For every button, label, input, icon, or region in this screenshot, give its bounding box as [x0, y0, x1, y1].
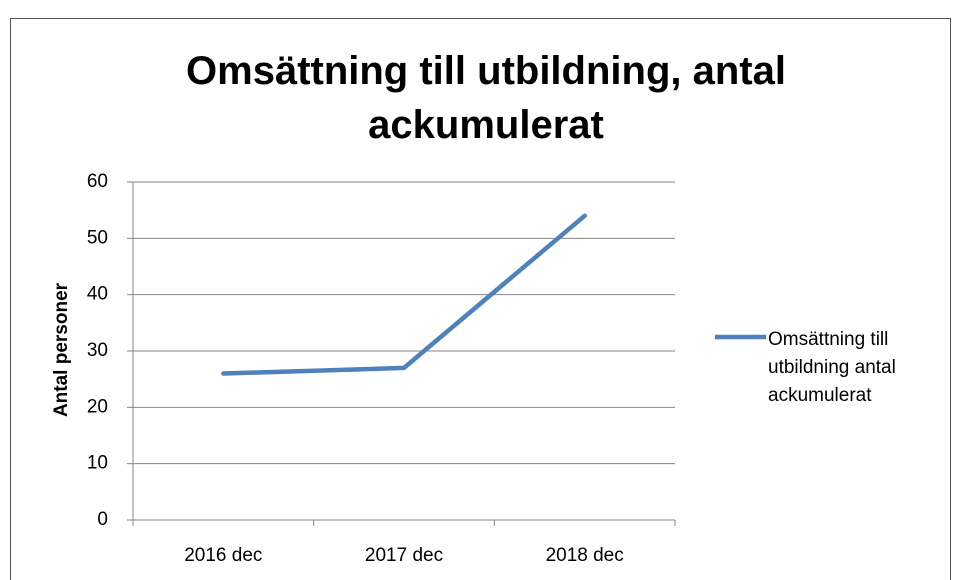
series-line	[221, 213, 587, 376]
legend-label: Omsättning till utbildning antal ackumuler…	[768, 329, 896, 406]
chart-border	[10, 18, 951, 580]
x-tick-label: 2016 dec	[184, 545, 262, 566]
y-tick-label: 0	[97, 509, 108, 530]
x-tick-label: 2018 dec	[546, 545, 624, 566]
y-tick-label: 30	[87, 340, 108, 361]
chart-title: Omsättning till utbildning, antal ackumul…	[186, 49, 786, 147]
y-tick-label: 40	[87, 284, 108, 305]
x-tick-label: 2017 dec	[365, 545, 443, 566]
y-tick-label: 60	[87, 171, 108, 192]
y-axis-label: Antal personer	[51, 282, 72, 417]
y-tick-label: 20	[87, 396, 108, 417]
y-tick-label: 10	[87, 453, 108, 474]
y-tick-label: 50	[87, 227, 108, 248]
